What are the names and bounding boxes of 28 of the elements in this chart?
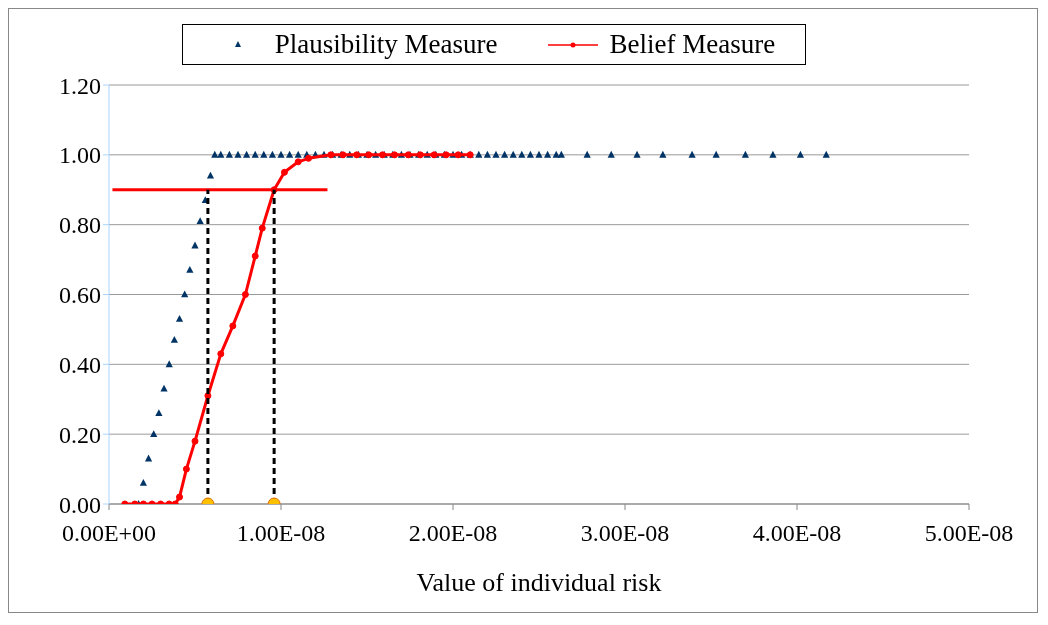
y-tick-label: 0.00 (59, 491, 101, 518)
point (241, 291, 249, 298)
y-tick-label: 0.40 (59, 351, 101, 378)
y-tick-label: 1.20 (59, 72, 101, 99)
point (280, 168, 288, 176)
point (251, 252, 259, 260)
x-tick-label: 0.00E+00 (61, 520, 157, 547)
point (305, 154, 313, 162)
point (217, 350, 225, 358)
point (454, 151, 462, 159)
y-tick-label: 0.80 (59, 212, 101, 239)
x-axis-title: Value of individual risk (416, 568, 662, 597)
y-tick-label: 0.60 (59, 282, 101, 309)
point (258, 224, 266, 232)
legend-label: Belief Measure (609, 29, 776, 60)
x-tick-label: 5.00E-08 (924, 520, 1014, 547)
point (229, 322, 237, 330)
x-tick-label: 3.00E-08 (580, 520, 670, 547)
point (191, 437, 199, 445)
x-tick-label: 2.00E-08 (408, 520, 498, 547)
x-tick-label: 4.00E-08 (752, 520, 842, 547)
legend-label: Plausibility Measure (274, 29, 498, 60)
point (294, 158, 302, 166)
x-tick-label: 1.00E-08 (236, 520, 326, 547)
y-tick-label: 1.00 (59, 142, 101, 169)
y-tick-label: 0.20 (59, 421, 101, 448)
point (182, 465, 190, 473)
point (176, 493, 184, 501)
